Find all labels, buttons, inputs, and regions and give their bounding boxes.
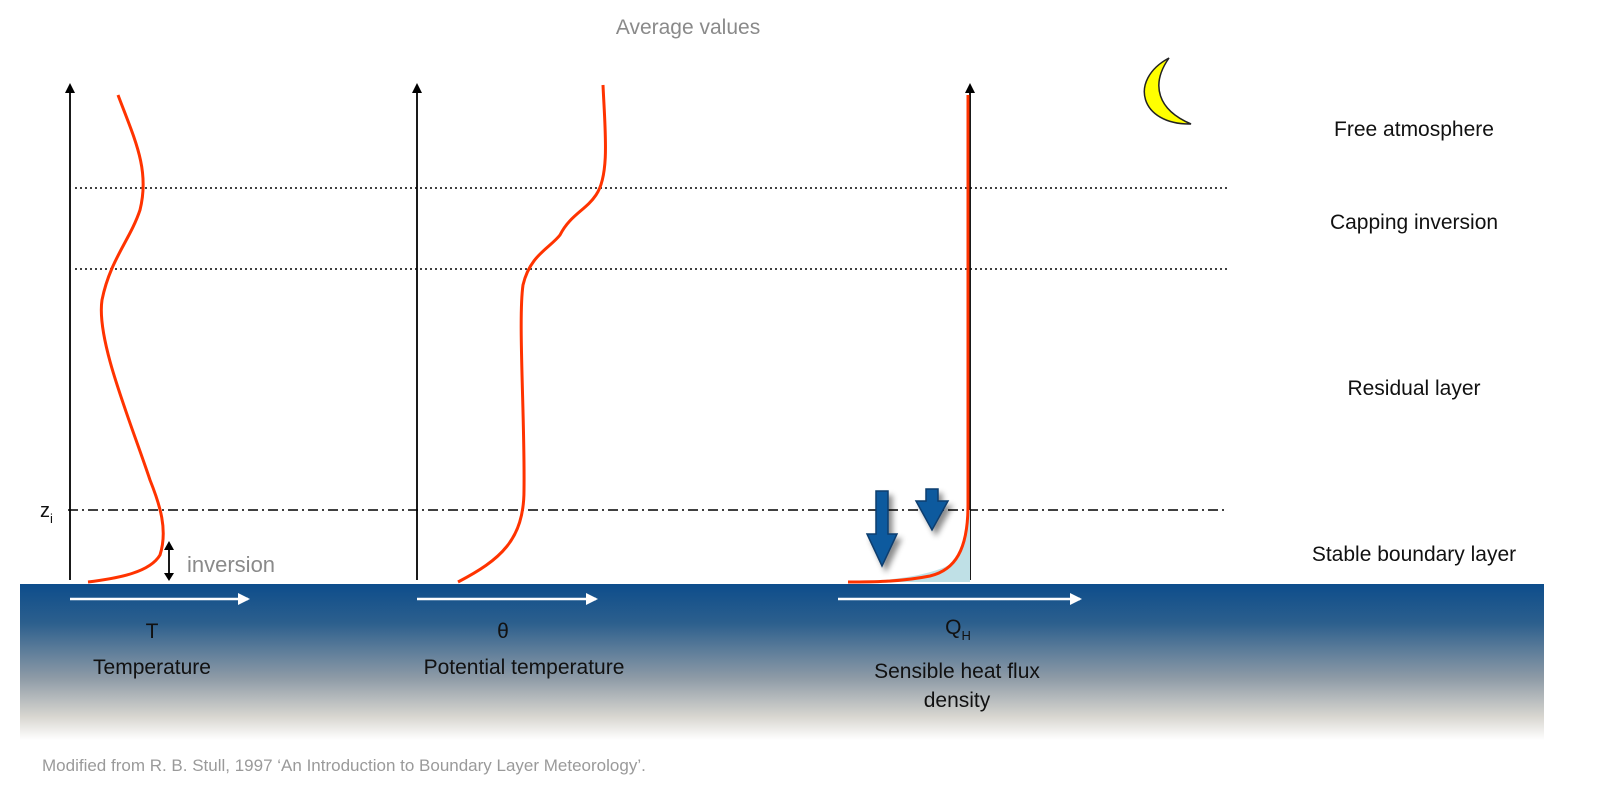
residual-layer-label: Residual layer <box>1347 377 1481 400</box>
temperature-label: Temperature <box>93 656 211 679</box>
ground-surface <box>20 584 1544 740</box>
temperature-profile-curve <box>87 94 165 584</box>
inversion-label: inversion <box>187 552 276 577</box>
inversion-double-arrow <box>164 541 174 581</box>
heat-flux-symbol: QH <box>945 616 971 643</box>
potential-temperature-label: Potential temperature <box>423 656 625 679</box>
heat-flux-profile-curve <box>847 95 970 584</box>
free-atmosphere-label: Free atmosphere <box>1334 118 1494 141</box>
potential-temperature-symbol: θ <box>497 620 509 643</box>
source-credit: Modified from R. B. Stull, 1997 ‘An Intr… <box>42 756 646 775</box>
heat-flux-label: Sensible heat flux <box>874 660 1040 683</box>
heat-flux-shaded-area <box>848 510 970 582</box>
crescent-moon-icon <box>1143 57 1192 125</box>
stable-boundary-layer-label: Stable boundary layer <box>1311 543 1517 566</box>
down-arrow-icon <box>865 490 899 568</box>
down-arrow-icon <box>914 488 950 532</box>
diagram-title: Average values <box>615 16 761 39</box>
zi-label: zi <box>40 500 53 526</box>
temperature-symbol: T <box>145 620 159 643</box>
capping-inversion-label: Capping inversion <box>1329 211 1499 234</box>
heat-flux-label-line2: density <box>923 689 991 712</box>
potential-temperature-profile-curve <box>457 84 608 584</box>
